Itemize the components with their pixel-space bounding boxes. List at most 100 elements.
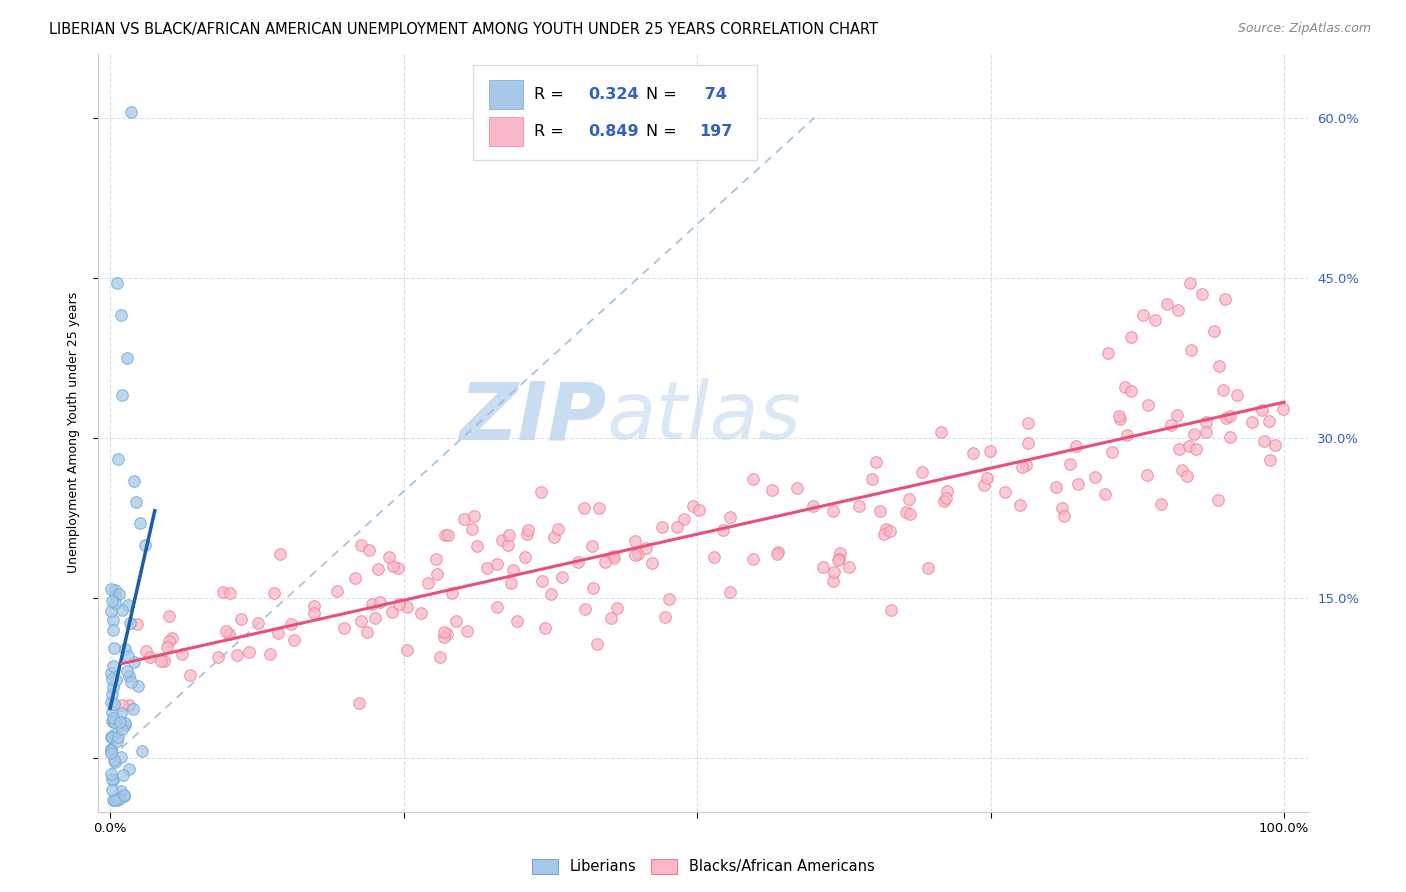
Point bbox=[682, 499, 704, 513]
Point bbox=[623, 549, 645, 563]
Point bbox=[101, 772, 124, 786]
Point bbox=[433, 630, 456, 644]
Bar bbox=[489, 117, 523, 146]
Point bbox=[395, 643, 418, 657]
Point bbox=[741, 552, 763, 566]
Point bbox=[1114, 380, 1136, 394]
Point bbox=[388, 597, 411, 611]
Point bbox=[654, 610, 676, 624]
Point bbox=[873, 527, 896, 541]
FancyBboxPatch shape bbox=[474, 65, 758, 160]
Point bbox=[498, 528, 520, 542]
Point bbox=[636, 541, 658, 555]
Point bbox=[979, 444, 1001, 458]
Point bbox=[110, 706, 132, 720]
Point bbox=[766, 545, 789, 559]
Point bbox=[1017, 436, 1039, 450]
Point bbox=[444, 615, 467, 629]
Point bbox=[1177, 469, 1199, 483]
Point bbox=[1015, 458, 1038, 472]
Point bbox=[103, 680, 125, 694]
Point bbox=[1185, 442, 1208, 457]
Point bbox=[367, 562, 389, 576]
Point bbox=[283, 632, 305, 647]
Point bbox=[100, 605, 122, 619]
Point bbox=[718, 509, 741, 524]
Point bbox=[115, 665, 138, 679]
Point bbox=[1264, 437, 1286, 451]
Point bbox=[463, 509, 485, 524]
Point bbox=[429, 650, 451, 665]
Point bbox=[103, 793, 125, 807]
Point bbox=[111, 723, 134, 737]
Point bbox=[100, 666, 122, 681]
Point bbox=[658, 592, 681, 607]
Point bbox=[1166, 408, 1188, 422]
Point bbox=[600, 611, 623, 625]
Point bbox=[215, 624, 238, 638]
Point bbox=[153, 654, 176, 668]
Point bbox=[124, 655, 146, 669]
Point bbox=[593, 555, 616, 569]
Point bbox=[1191, 286, 1213, 301]
Point bbox=[1064, 439, 1087, 453]
Point bbox=[378, 549, 401, 564]
Point bbox=[111, 698, 134, 712]
Point bbox=[530, 484, 553, 499]
Point bbox=[1171, 463, 1194, 477]
Point bbox=[897, 491, 920, 506]
Point bbox=[498, 538, 520, 552]
Point bbox=[828, 552, 851, 566]
Point bbox=[104, 793, 127, 807]
Point bbox=[100, 746, 122, 760]
Point bbox=[302, 599, 325, 613]
Point bbox=[350, 614, 373, 628]
Point bbox=[381, 605, 404, 619]
Text: 0.324: 0.324 bbox=[588, 87, 638, 102]
Point bbox=[103, 698, 125, 712]
Point bbox=[1097, 345, 1119, 359]
Point bbox=[962, 446, 984, 460]
Point bbox=[207, 650, 229, 665]
Point bbox=[917, 561, 939, 575]
Point bbox=[461, 522, 484, 536]
Point bbox=[935, 483, 957, 498]
Point bbox=[120, 675, 142, 690]
Point bbox=[111, 388, 134, 402]
Point bbox=[364, 611, 387, 625]
Point bbox=[101, 687, 124, 701]
Point bbox=[688, 503, 710, 517]
Point bbox=[513, 549, 536, 564]
Point bbox=[101, 594, 124, 608]
Point bbox=[212, 585, 235, 599]
Point bbox=[425, 551, 447, 566]
Point bbox=[1202, 324, 1225, 338]
Point bbox=[543, 531, 565, 545]
Point bbox=[811, 559, 834, 574]
Point bbox=[114, 642, 136, 657]
Point bbox=[491, 533, 513, 547]
Point bbox=[333, 621, 356, 635]
Text: LIBERIAN VS BLACK/AFRICAN AMERICAN UNEMPLOYMENT AMONG YOUTH UNDER 25 YEARS CORRE: LIBERIAN VS BLACK/AFRICAN AMERICAN UNEMP… bbox=[49, 22, 879, 37]
Point bbox=[823, 504, 845, 518]
Text: R =: R = bbox=[534, 87, 568, 102]
Point bbox=[499, 576, 522, 591]
Point bbox=[101, 730, 124, 744]
Point bbox=[118, 762, 141, 776]
Point bbox=[269, 547, 291, 561]
Point bbox=[108, 792, 131, 806]
Point bbox=[135, 644, 157, 658]
Point bbox=[110, 308, 132, 322]
Point bbox=[485, 600, 508, 615]
Point bbox=[1226, 388, 1249, 402]
Point bbox=[1053, 509, 1076, 524]
Point bbox=[1059, 458, 1081, 472]
Point bbox=[606, 601, 628, 615]
Text: 197: 197 bbox=[699, 124, 733, 139]
Point bbox=[550, 570, 572, 584]
Point bbox=[766, 547, 789, 561]
Point bbox=[433, 625, 456, 640]
Point bbox=[103, 711, 125, 725]
Point bbox=[666, 520, 689, 534]
Point bbox=[477, 560, 499, 574]
